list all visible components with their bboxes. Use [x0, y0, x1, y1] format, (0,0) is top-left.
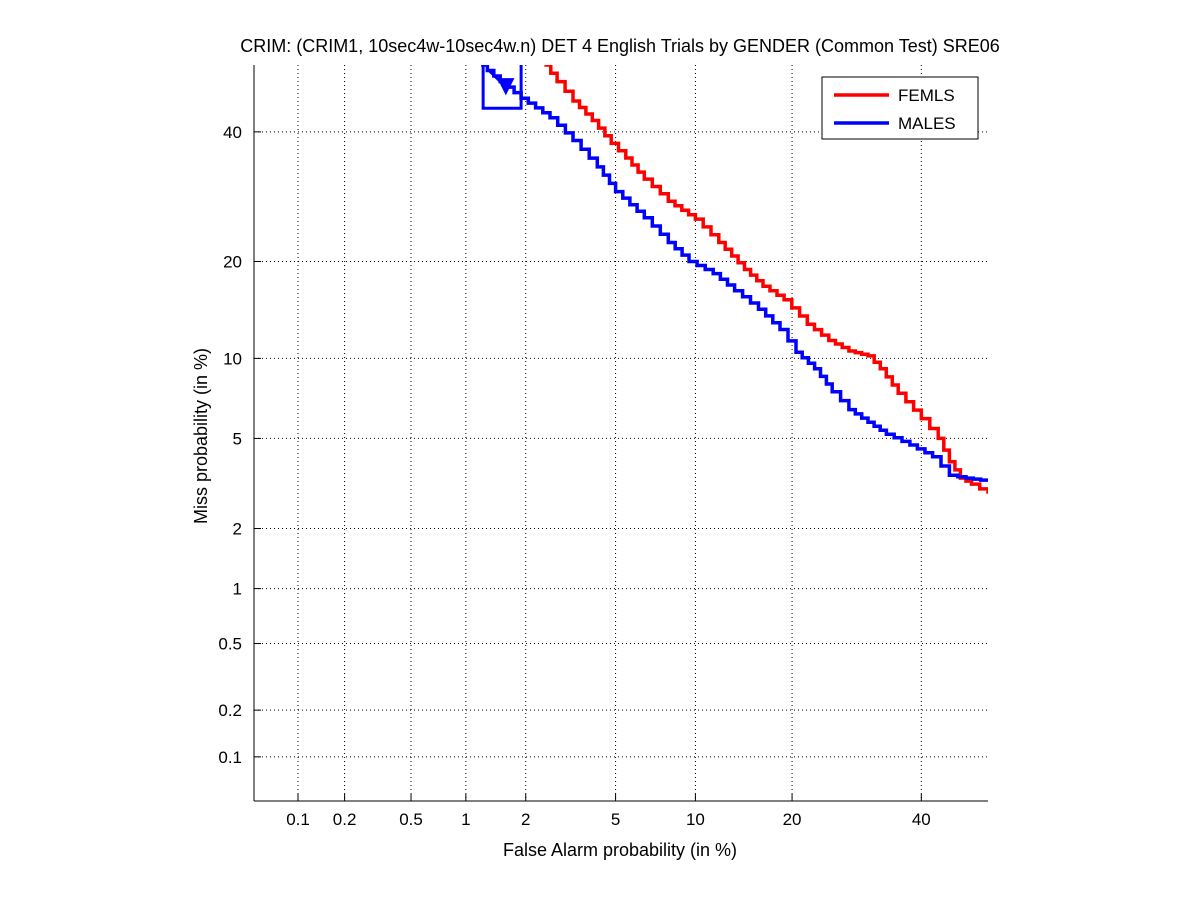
chart-title: CRIM: (CRIM1, 10sec4w-10sec4w.n) DET 4 E…	[240, 36, 1000, 56]
y-tick-label: 40	[223, 123, 242, 142]
y-tick-labels: 0.1 0.2 0.5 1 2 5 10 20 40	[218, 123, 242, 767]
legend-label-males: MALES	[898, 114, 956, 133]
y-tick-label: 5	[233, 429, 242, 448]
annotation-pointer	[486, 68, 507, 88]
annotation-box	[481, 65, 523, 110]
y-tick-label: 10	[223, 349, 242, 368]
x-tick-label: 5	[611, 810, 620, 829]
annotation-layer	[481, 65, 523, 110]
grid	[254, 65, 988, 801]
y-tick-label: 0.2	[218, 701, 242, 720]
y-tick-label: 0.1	[218, 748, 242, 767]
series-line-males	[481, 65, 988, 482]
y-axis-label: Miss probability (in %)	[191, 348, 211, 524]
x-tick-label: 10	[686, 810, 705, 829]
x-tick-label: 0.2	[333, 810, 357, 829]
axes	[253, 65, 988, 802]
x-tick-label: 40	[912, 810, 931, 829]
y-tick-label: 20	[223, 252, 242, 271]
legend-box	[821, 76, 979, 140]
x-tick-label: 2	[521, 810, 530, 829]
y-tick-label: 0.5	[218, 635, 242, 654]
series-line-femls	[544, 65, 988, 494]
x-tick-labels: 0.1 0.2 0.5 1 2 5 10 20 40	[286, 810, 931, 829]
y-tick-label: 2	[233, 520, 242, 539]
x-tick-label: 0.5	[399, 810, 423, 829]
x-tick-label: 20	[783, 810, 802, 829]
x-axis-label: False Alarm probability (in %)	[503, 840, 737, 860]
x-tick-label: 0.1	[286, 810, 310, 829]
y-tick-label: 1	[233, 580, 242, 599]
series-layer	[481, 65, 988, 494]
legend-label-femls: FEMLS	[898, 86, 955, 105]
legend: FEMLS MALES	[821, 76, 979, 140]
x-tick-label: 1	[461, 810, 470, 829]
